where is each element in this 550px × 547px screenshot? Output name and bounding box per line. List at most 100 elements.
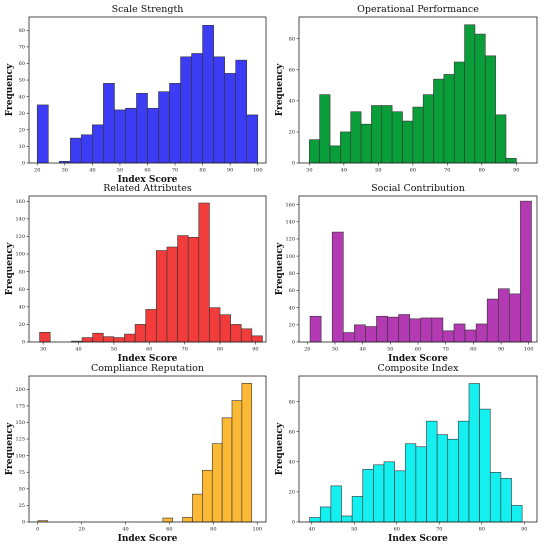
histogram-bar — [381, 105, 393, 164]
x-tick-label: 40 — [359, 347, 365, 353]
histogram-bar — [39, 332, 51, 343]
y-tick-label: 40 — [289, 459, 295, 465]
x-tick-label: 30 — [306, 168, 312, 174]
plot-frame — [28, 375, 267, 523]
y-tick-label: 30 — [19, 111, 25, 117]
x-tick-label: 80 — [479, 527, 485, 533]
y-tick-label: 10 — [19, 144, 25, 150]
x-axis-label: Index Score — [118, 354, 178, 364]
x-axis-label: Index Score — [388, 354, 448, 364]
y-tick-label: 0 — [22, 161, 25, 167]
histogram-bar — [412, 106, 424, 164]
y-tick-label: 140 — [15, 217, 25, 223]
histogram-bar — [209, 307, 221, 343]
histogram-bar — [511, 505, 523, 523]
histogram-bar — [330, 485, 342, 523]
histogram-bar — [319, 94, 331, 164]
x-tick-label: 70 — [442, 347, 448, 353]
x-tick-label: 90 — [252, 347, 258, 353]
y-tick-label: 60 — [289, 429, 295, 435]
x-axis-label: Index Score — [118, 175, 178, 185]
histogram-bar — [340, 131, 352, 164]
histogram-bar — [180, 56, 192, 164]
histogram-bar — [230, 324, 242, 343]
histogram-bar — [246, 114, 259, 164]
histogram-bar — [500, 478, 512, 523]
x-tick-label: 20 — [78, 527, 84, 533]
histogram-bar — [383, 461, 395, 523]
y-tick-label: 60 — [289, 68, 295, 74]
y-tick-label: 80 — [19, 269, 25, 275]
histogram-bar — [102, 336, 115, 343]
x-tick-label: 40 — [341, 168, 347, 174]
y-tick-label: 120 — [15, 234, 25, 240]
histogram-bar — [162, 517, 174, 523]
histogram-bar — [113, 337, 125, 343]
histogram-bar — [464, 329, 477, 343]
x-tick-label: 50 — [387, 347, 393, 353]
x-tick-label: 80 — [479, 168, 485, 174]
histogram-bar — [241, 382, 253, 523]
histogram-bar — [433, 78, 445, 164]
histogram-bar — [495, 114, 507, 164]
histogram-bar — [387, 316, 399, 343]
panel-title: Social Contribution — [371, 183, 465, 194]
histogram-bar — [92, 124, 104, 164]
y-tick-label: 120 — [285, 237, 295, 243]
histogram-bar — [505, 158, 517, 164]
histogram-bar — [468, 383, 480, 523]
histogram-bar — [362, 469, 374, 523]
panel-title: Scale Strength — [112, 4, 184, 15]
plot-frame — [298, 16, 538, 164]
panel-title: Related Attributes — [103, 183, 192, 194]
histogram-bar — [329, 145, 341, 164]
histogram-bar — [319, 506, 332, 523]
y-tick-label: 50 — [19, 487, 25, 493]
x-tick-label: 30 — [62, 168, 68, 174]
histogram-bar — [202, 24, 214, 164]
histogram-bar — [309, 139, 321, 164]
x-tick-label: 70 — [172, 168, 178, 174]
histogram-bar — [213, 56, 225, 164]
y-tick-label: 100 — [15, 252, 25, 258]
x-tick-label: 60 — [394, 527, 400, 533]
histogram-bar — [402, 120, 414, 164]
histogram-bar — [70, 137, 82, 164]
histogram-bar — [398, 314, 411, 343]
histogram-bar — [240, 328, 253, 343]
histogram-bar — [509, 293, 521, 343]
y-tick-label: 100 — [15, 453, 25, 459]
y-axis-label: Frequency — [275, 242, 285, 295]
x-tick-label: 60 — [166, 527, 172, 533]
y-tick-label: 25 — [19, 503, 25, 509]
y-tick-label: 160 — [15, 199, 25, 205]
histogram-bar — [422, 94, 434, 164]
histogram-bar — [474, 33, 486, 164]
histogram-bar — [191, 53, 203, 164]
histogram-bar — [479, 408, 491, 523]
x-tick-label: 90 — [513, 168, 519, 174]
x-tick-label: 20 — [304, 347, 310, 353]
x-tick-label: 30 — [40, 347, 46, 353]
histogram-bar — [125, 107, 137, 164]
y-tick-label: 20 — [19, 322, 25, 328]
histogram-bar — [453, 61, 465, 164]
x-tick-label: 80 — [210, 527, 216, 533]
histogram-bar — [124, 333, 136, 343]
x-tick-label: 60 — [415, 347, 421, 353]
histogram-bar — [489, 472, 502, 523]
y-tick-label: 20 — [289, 130, 295, 136]
x-tick-label: 50 — [117, 168, 123, 174]
y-tick-label: 40 — [19, 94, 25, 100]
panel-2: 30 40 50 60 70 80 90 0 20 40 60 80 Operational Perfo… — [275, 4, 538, 174]
plot-frame — [28, 195, 267, 343]
histogram-bar — [409, 318, 422, 343]
x-tick-label: 90 — [521, 527, 527, 533]
y-axis-label: Frequency — [5, 63, 15, 116]
y-tick-label: 200 — [15, 387, 25, 393]
histogram-bar — [156, 250, 168, 343]
x-tick-label: 40 — [75, 347, 81, 353]
y-tick-label: 0 — [292, 520, 295, 526]
x-tick-label: 80 — [470, 347, 476, 353]
